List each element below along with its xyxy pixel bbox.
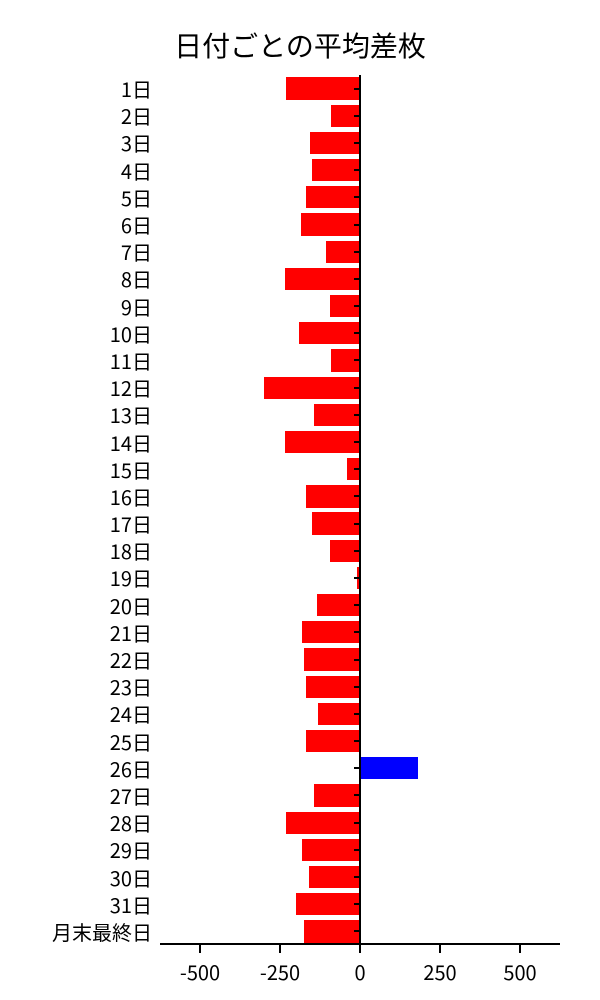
- y-axis-label: 11日: [110, 349, 160, 371]
- bar: [306, 485, 360, 507]
- bar: [312, 159, 360, 181]
- y-axis-label: 23日: [110, 676, 160, 698]
- bar: [286, 812, 360, 834]
- bar: [310, 132, 360, 154]
- plot-area: 1日2日3日4日5日6日7日8日9日10日11日12日13日14日15日16日1…: [160, 75, 560, 945]
- bar: [296, 893, 360, 915]
- y-axis-label: 28日: [110, 812, 160, 834]
- y-axis-label: 24日: [110, 703, 160, 725]
- x-axis-label: 250: [423, 945, 456, 986]
- x-axis-label: 0: [354, 945, 365, 986]
- bar: [264, 377, 360, 399]
- bar: [302, 839, 360, 861]
- y-axis-label: 10日: [110, 322, 160, 344]
- y-axis-label: 18日: [110, 540, 160, 562]
- bar: [304, 920, 360, 942]
- bar: [285, 268, 360, 290]
- y-axis-label: 15日: [110, 458, 160, 480]
- y-axis-label: 14日: [110, 431, 160, 453]
- x-axis-label: -250: [260, 945, 300, 986]
- y-axis-label: 5日: [121, 186, 160, 208]
- y-axis-label: 25日: [110, 730, 160, 752]
- chart-title: 日付ごとの平均差枚: [0, 25, 600, 65]
- bar: [306, 186, 360, 208]
- y-axis-label: 22日: [110, 648, 160, 670]
- y-axis-label: 12日: [110, 377, 160, 399]
- y-axis-label: 21日: [110, 621, 160, 643]
- bar: [299, 322, 360, 344]
- bar: [306, 730, 360, 752]
- bar: [309, 866, 360, 888]
- y-axis-label: 8日: [121, 268, 160, 290]
- y-axis-label: 3日: [121, 132, 160, 154]
- bar: [302, 621, 360, 643]
- y-axis-label: 月末最終日: [52, 920, 160, 942]
- y-axis-label: 20日: [110, 594, 160, 616]
- y-axis-label: 30日: [110, 866, 160, 888]
- y-axis-label: 26日: [110, 757, 160, 779]
- bar: [285, 431, 360, 453]
- bar: [286, 77, 360, 99]
- y-axis-label: 7日: [121, 241, 160, 263]
- zero-line: [359, 75, 361, 945]
- chart-container: 日付ごとの平均差枚 1日2日3日4日5日6日7日8日9日10日11日12日13日…: [0, 0, 600, 1000]
- bar: [360, 757, 418, 779]
- x-axis-label: -500: [180, 945, 220, 986]
- y-axis-label: 27日: [110, 784, 160, 806]
- x-axis-label: 500: [503, 945, 536, 986]
- y-axis-label: 4日: [121, 159, 160, 181]
- y-axis-label: 1日: [121, 77, 160, 99]
- y-axis-label: 13日: [110, 404, 160, 426]
- bar: [301, 213, 360, 235]
- y-axis-label: 19日: [110, 567, 160, 589]
- y-axis-label: 31日: [110, 893, 160, 915]
- bar: [304, 648, 360, 670]
- y-axis-label: 6日: [121, 213, 160, 235]
- y-axis-label: 29日: [110, 839, 160, 861]
- y-axis-label: 17日: [110, 512, 160, 534]
- y-axis-label: 16日: [110, 485, 160, 507]
- bar: [312, 512, 360, 534]
- bar: [306, 676, 360, 698]
- y-axis-label: 9日: [121, 295, 160, 317]
- y-axis-label: 2日: [121, 105, 160, 127]
